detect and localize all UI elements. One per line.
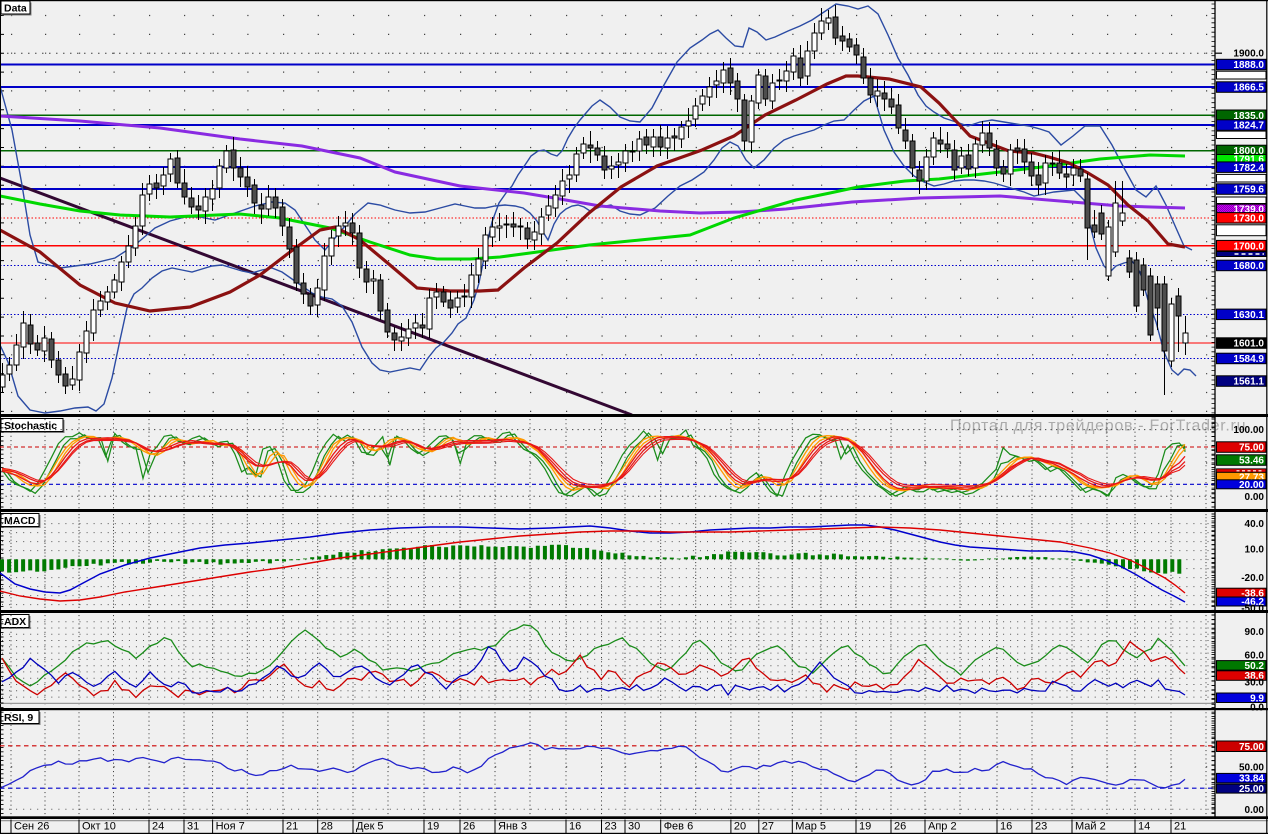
svg-text:0.0: 0.0: [1250, 703, 1264, 714]
svg-text:1782.4: 1782.4: [1233, 163, 1264, 174]
svg-text:75.00: 75.00: [1239, 443, 1264, 454]
svg-text:28: 28: [321, 821, 333, 833]
svg-text:20: 20: [734, 821, 746, 833]
svg-text:30.0: 30.0: [1245, 678, 1265, 689]
svg-text:75.00: 75.00: [1239, 742, 1264, 753]
svg-text:Data: Data: [4, 3, 27, 15]
svg-text:53.46: 53.46: [1239, 456, 1264, 467]
svg-text:1888.0: 1888.0: [1233, 60, 1264, 71]
svg-text:1800.0: 1800.0: [1233, 146, 1264, 157]
svg-text:14: 14: [1138, 821, 1150, 833]
svg-text:ADX: ADX: [4, 616, 26, 628]
svg-text:1835.0: 1835.0: [1233, 111, 1264, 122]
svg-text:60.0: 60.0: [1245, 651, 1265, 662]
svg-text:Янв 3: Янв 3: [498, 821, 527, 833]
svg-text:1900.0: 1900.0: [1233, 49, 1264, 60]
svg-text:Мар 5: Мар 5: [795, 821, 826, 833]
svg-text:19: 19: [859, 821, 871, 833]
svg-text:16: 16: [1000, 821, 1012, 833]
svg-text:Окт 10: Окт 10: [82, 821, 116, 833]
svg-text:50.2: 50.2: [1245, 661, 1265, 672]
svg-text:1700.0: 1700.0: [1233, 241, 1264, 252]
svg-text:Апр 2: Апр 2: [928, 821, 957, 833]
svg-text:Ноя 7: Ноя 7: [216, 821, 245, 833]
svg-text:1730.0: 1730.0: [1233, 213, 1264, 224]
svg-text:24: 24: [152, 821, 164, 833]
svg-text:27.73: 27.73: [1239, 472, 1264, 483]
svg-text:30: 30: [628, 821, 640, 833]
svg-text:100.00: 100.00: [1233, 425, 1264, 436]
svg-text:20.00: 20.00: [1239, 480, 1264, 491]
svg-text:10.0: 10.0: [1245, 545, 1265, 556]
svg-text:31: 31: [187, 821, 199, 833]
svg-text:Май 2: Май 2: [1075, 821, 1106, 833]
svg-text:0.00: 0.00: [1245, 492, 1265, 503]
svg-text:1791.6: 1791.6: [1233, 155, 1264, 166]
svg-text:90.0: 90.0: [1245, 627, 1265, 638]
svg-text:1824.7: 1824.7: [1233, 121, 1264, 132]
svg-text:1866.5: 1866.5: [1233, 83, 1264, 94]
svg-text:MACD: MACD: [4, 515, 36, 527]
svg-text:-38.6: -38.6: [1241, 589, 1264, 600]
svg-text:21: 21: [286, 821, 298, 833]
svg-text:1630.1: 1630.1: [1233, 310, 1264, 321]
svg-text:40.0: 40.0: [1245, 519, 1265, 530]
svg-text:26: 26: [463, 821, 475, 833]
svg-text:26: 26: [894, 821, 906, 833]
svg-text:-46.2: -46.2: [1241, 597, 1264, 608]
svg-text:1601.0: 1601.0: [1233, 339, 1264, 350]
svg-text:-50.0: -50.0: [1241, 604, 1264, 615]
svg-text:Дек 5: Дек 5: [356, 821, 384, 833]
svg-text:21: 21: [1174, 821, 1186, 833]
svg-text:1680.0: 1680.0: [1233, 261, 1264, 272]
svg-text:1739.0: 1739.0: [1233, 204, 1264, 215]
svg-text:Stochastic: Stochastic: [4, 420, 57, 432]
svg-text:27: 27: [762, 821, 774, 833]
svg-text:1584.9: 1584.9: [1233, 354, 1264, 365]
svg-text:1759.6: 1759.6: [1233, 185, 1264, 196]
svg-text:Сен 26: Сен 26: [14, 821, 49, 833]
svg-text:23: 23: [1035, 821, 1047, 833]
svg-text:50.00: 50.00: [1239, 762, 1264, 773]
svg-text:Портал для трейдеров - ForTrad: Портал для трейдеров - ForTrader.ru: [950, 418, 1246, 435]
svg-text:33.84: 33.84: [1239, 774, 1264, 785]
svg-text:16: 16: [569, 821, 581, 833]
svg-text:0.00: 0.00: [1245, 805, 1265, 816]
svg-text:Фев 6: Фев 6: [664, 821, 694, 833]
svg-text:1561.1: 1561.1: [1233, 377, 1264, 388]
svg-text:25.00: 25.00: [1239, 784, 1264, 795]
svg-text:-20.0: -20.0: [1241, 573, 1264, 584]
svg-text:38.6: 38.6: [1245, 671, 1265, 682]
svg-text:RSI, 9: RSI, 9: [4, 712, 33, 724]
svg-text:23: 23: [605, 821, 617, 833]
svg-text:19: 19: [427, 821, 439, 833]
svg-text:9.9: 9.9: [1250, 693, 1264, 704]
